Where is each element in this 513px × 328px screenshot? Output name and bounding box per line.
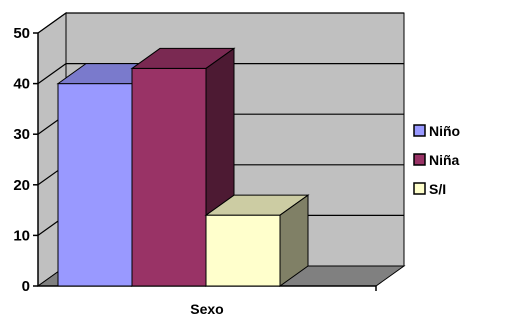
legend-label: Niña: [429, 152, 460, 168]
gridline: [37, 12, 404, 34]
y-tick-label: 0: [22, 278, 30, 295]
legend-swatch: [413, 153, 426, 166]
category-labels: Sexo: [190, 301, 223, 317]
legend-label: S/I: [429, 181, 446, 197]
bars: [56, 47, 310, 287]
y-tick-label: 10: [13, 227, 30, 244]
y-tick-labels: 0 10 20 30 40 50: [13, 25, 30, 295]
legend-swatch: [413, 182, 426, 195]
legend-swatch: [413, 124, 426, 137]
x-category-label: Sexo: [190, 301, 223, 317]
y-tick-label: 40: [13, 76, 30, 93]
y-tick-label: 30: [13, 126, 30, 143]
y-tick-label: 50: [13, 25, 30, 42]
legend-label: Niño: [429, 123, 460, 139]
y-tick-label: 20: [13, 177, 30, 194]
gridline: [37, 62, 404, 85]
bar-3: [204, 194, 310, 287]
legend: Niño Niña S/I: [413, 123, 460, 197]
